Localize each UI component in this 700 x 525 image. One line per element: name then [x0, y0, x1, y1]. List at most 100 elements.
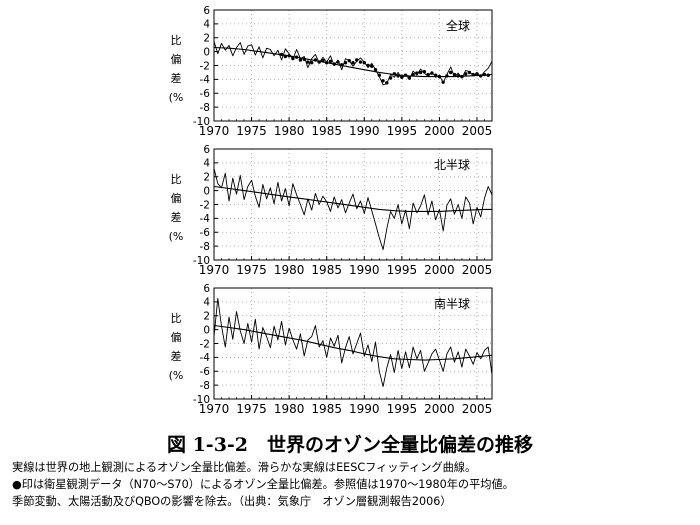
y-axis-label-char: 偏: [171, 191, 182, 205]
y-tick-label: 0: [203, 185, 210, 197]
y-axis-label-char: (%: [169, 369, 184, 382]
y-axis-label-char: 比: [171, 34, 182, 47]
y-tick-label: 2: [203, 172, 210, 184]
satellite-point: [298, 58, 303, 62]
y-tick-label: -8: [200, 241, 210, 253]
satellite-point: [400, 75, 404, 79]
y-tick-label: 6: [203, 283, 210, 295]
y-tick-label: -2: [200, 199, 210, 211]
satellite-point: [336, 60, 340, 64]
x-tick-label: 2005: [462, 402, 493, 416]
x-tick-label: 1995: [387, 402, 418, 416]
y-tick-label: 0: [203, 324, 210, 336]
caption-line-2: ●印は衛星観測データ（N70～S70）によるオゾン全量比偏差。参照値は1970～…: [12, 478, 514, 491]
figure-caption: 実線は世界の地上観測によるオゾン全量比偏差。滑らかな実線はEESCフィッティング…: [12, 459, 696, 510]
satellite-point: [475, 72, 479, 76]
satellite-point: [411, 72, 415, 77]
ground-observation-line: [213, 297, 493, 387]
x-tick-label: 1985: [311, 402, 342, 416]
x-tick-label: 1995: [387, 263, 418, 277]
y-tick-label: -4: [200, 213, 211, 225]
eesc-fit-line: [213, 185, 492, 212]
satellite-point: [343, 61, 348, 65]
satellite-point: [377, 73, 381, 77]
x-tick-label: 1995: [387, 124, 418, 138]
x-tick-label: 1980: [274, 402, 305, 416]
x-tick-label: 1985: [311, 124, 342, 138]
eesc-fit-line: [213, 324, 493, 361]
y-tick-label: -10: [193, 394, 210, 406]
x-tick-label: 2000: [424, 263, 455, 277]
y-tick-label: 6: [203, 5, 210, 17]
satellite-point: [373, 67, 378, 72]
figure-title: 図 1-3-2 世界のオゾン全量比偏差の推移: [166, 434, 534, 456]
y-axis-label-char: 比: [171, 312, 182, 325]
satellite-point: [388, 76, 393, 80]
y-axis-label-char: 偏: [171, 330, 182, 344]
y-tick-label: -4: [200, 74, 211, 86]
y-tick-label: -6: [200, 88, 211, 100]
y-tick-label: 0: [203, 46, 210, 58]
satellite-point: [430, 71, 434, 75]
satellite-point: [407, 76, 412, 80]
y-tick-label: -6: [200, 227, 211, 239]
grid: [214, 288, 492, 399]
x-tick-label: 2000: [424, 124, 455, 138]
y-tick-label: 2: [203, 33, 210, 45]
satellite-point: [464, 72, 468, 76]
y-tick-label: -2: [200, 60, 210, 72]
x-tick-label: 1990: [349, 402, 380, 416]
satellite-point: [418, 70, 423, 75]
y-tick-label: -10: [193, 255, 210, 267]
satellite-point: [366, 63, 370, 68]
satellite-point: [370, 64, 374, 68]
ground-observation-line: [213, 41, 493, 86]
satellite-point: [358, 60, 363, 64]
satellite-point: [441, 80, 445, 84]
y-tick-label: -10: [193, 116, 210, 128]
y-axis-label-char: (%: [169, 230, 184, 243]
satellite-point: [415, 71, 419, 75]
y-tick-label: -8: [200, 380, 210, 392]
y-tick-label: 6: [203, 144, 210, 156]
x-tick-label: 2005: [462, 263, 493, 277]
satellite-point: [328, 59, 333, 64]
satellite-point: [306, 60, 310, 64]
satellite-point: [309, 61, 314, 65]
satellite-point: [347, 58, 351, 63]
y-tick-label: 2: [203, 311, 210, 323]
satellite-point: [291, 56, 295, 61]
y-tick-label: -2: [200, 338, 210, 350]
y-axis-label-char: 比: [171, 173, 182, 186]
satellite-point: [448, 70, 453, 75]
y-tick-label: -6: [200, 366, 211, 378]
x-tick-label: 1985: [311, 263, 342, 277]
eesc-fit-line: [213, 46, 493, 78]
x-tick-label: 1975: [236, 124, 267, 138]
grid: [214, 10, 492, 121]
satellite-point: [422, 70, 427, 74]
x-tick-label: 2005: [462, 124, 493, 138]
satellite-point: [355, 58, 359, 62]
ground-observation-line: [213, 168, 493, 251]
region-label: 北半球: [434, 158, 470, 172]
satellite-point: [426, 72, 430, 77]
x-tick-label: 1990: [349, 124, 380, 138]
y-axis-label-char: 偏: [171, 52, 182, 66]
y-tick-label: 4: [203, 158, 210, 170]
y-axis-label-char: 差: [171, 210, 182, 224]
x-tick-label: 1980: [274, 124, 305, 138]
satellite-point: [351, 61, 355, 65]
satellite-point: [385, 81, 389, 85]
satellite-point: [362, 61, 366, 65]
y-axis-label-char: 差: [171, 71, 182, 85]
y-axis-label-char: 差: [171, 349, 182, 363]
x-tick-label: 1970: [199, 124, 230, 138]
x-tick-label: 2000: [424, 402, 455, 416]
y-tick-label: 4: [203, 19, 210, 31]
x-tick-label: 1980: [274, 263, 305, 277]
x-tick-label: 1970: [199, 402, 230, 416]
